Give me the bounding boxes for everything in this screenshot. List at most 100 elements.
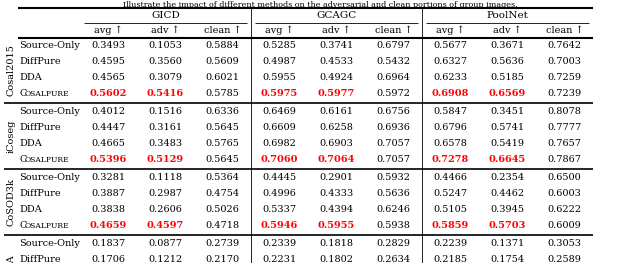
Text: 0.1706: 0.1706 bbox=[92, 255, 125, 263]
Text: 0.3483: 0.3483 bbox=[148, 139, 182, 149]
Text: 0.5955: 0.5955 bbox=[262, 73, 296, 83]
Text: 0.3560: 0.3560 bbox=[148, 58, 182, 67]
Text: GICD: GICD bbox=[151, 11, 180, 20]
Text: 0.4445: 0.4445 bbox=[262, 174, 296, 183]
Text: 0.4333: 0.4333 bbox=[319, 190, 354, 199]
Text: 0.5884: 0.5884 bbox=[205, 42, 239, 50]
Text: 0.2901: 0.2901 bbox=[319, 174, 353, 183]
Text: 0.4754: 0.4754 bbox=[205, 190, 239, 199]
Text: 0.5645: 0.5645 bbox=[205, 124, 239, 133]
Text: 0.6246: 0.6246 bbox=[376, 205, 410, 215]
Text: 0.7003: 0.7003 bbox=[547, 58, 582, 67]
Text: 0.7064: 0.7064 bbox=[318, 155, 355, 164]
Text: 0.3451: 0.3451 bbox=[490, 108, 525, 117]
Text: 0.4447: 0.4447 bbox=[92, 124, 125, 133]
Text: OSALPURE: OSALPURE bbox=[24, 90, 69, 98]
Text: 0.5636: 0.5636 bbox=[376, 190, 410, 199]
Text: 0.4996: 0.4996 bbox=[262, 190, 296, 199]
Text: 0.6982: 0.6982 bbox=[262, 139, 296, 149]
Text: DDA: DDA bbox=[19, 205, 42, 215]
Text: 0.3945: 0.3945 bbox=[490, 205, 525, 215]
Text: 0.6009: 0.6009 bbox=[548, 221, 581, 230]
Text: 0.0877: 0.0877 bbox=[148, 240, 182, 249]
Text: 0.6964: 0.6964 bbox=[376, 73, 410, 83]
Text: 0.1818: 0.1818 bbox=[319, 240, 353, 249]
Text: 0.5847: 0.5847 bbox=[433, 108, 467, 117]
Text: 0.5975: 0.5975 bbox=[261, 89, 298, 99]
Text: 0.1754: 0.1754 bbox=[490, 255, 525, 263]
Text: Source-Only: Source-Only bbox=[19, 108, 80, 117]
Text: 0.5026: 0.5026 bbox=[205, 205, 239, 215]
Text: DDA: DDA bbox=[19, 73, 42, 83]
Text: 0.2185: 0.2185 bbox=[433, 255, 467, 263]
Text: OSALPURE: OSALPURE bbox=[24, 156, 69, 164]
Text: 0.5602: 0.5602 bbox=[90, 89, 127, 99]
Text: 0.6936: 0.6936 bbox=[376, 124, 410, 133]
Text: 0.2239: 0.2239 bbox=[433, 240, 468, 249]
Text: 0.4595: 0.4595 bbox=[92, 58, 125, 67]
Text: adv ↑: adv ↑ bbox=[493, 26, 522, 35]
Text: 0.5859: 0.5859 bbox=[432, 221, 469, 230]
Text: 0.6222: 0.6222 bbox=[547, 205, 582, 215]
Text: 0.3887: 0.3887 bbox=[92, 190, 125, 199]
Text: 0.5703: 0.5703 bbox=[489, 221, 526, 230]
Text: 0.2606: 0.2606 bbox=[148, 205, 182, 215]
Text: PoolNet: PoolNet bbox=[486, 11, 529, 20]
Text: 0.6258: 0.6258 bbox=[319, 124, 353, 133]
Text: CoSOD3k: CoSOD3k bbox=[6, 178, 15, 226]
Text: DiffPure: DiffPure bbox=[19, 58, 61, 67]
Text: 0.7278: 0.7278 bbox=[432, 155, 469, 164]
Text: 0.5977: 0.5977 bbox=[318, 89, 355, 99]
Text: clean ↑: clean ↑ bbox=[204, 26, 241, 35]
Text: 0.6003: 0.6003 bbox=[548, 190, 581, 199]
Text: 0.3161: 0.3161 bbox=[148, 124, 182, 133]
Text: clean ↑: clean ↑ bbox=[374, 26, 412, 35]
Text: Source-Only: Source-Only bbox=[19, 240, 80, 249]
Text: 0.5337: 0.5337 bbox=[262, 205, 296, 215]
Text: 0.3053: 0.3053 bbox=[547, 240, 582, 249]
Text: 0.1837: 0.1837 bbox=[92, 240, 125, 249]
Text: 0.5416: 0.5416 bbox=[147, 89, 184, 99]
Text: 0.6908: 0.6908 bbox=[432, 89, 469, 99]
Text: 0.7239: 0.7239 bbox=[547, 89, 582, 99]
Text: 0.6327: 0.6327 bbox=[433, 58, 468, 67]
Text: 0.2354: 0.2354 bbox=[490, 174, 525, 183]
Text: 0.2231: 0.2231 bbox=[262, 255, 296, 263]
Text: DDA: DDA bbox=[19, 139, 42, 149]
Text: Illustrate the impact of different methods on the adversarial and clean portions: Illustrate the impact of different metho… bbox=[123, 1, 517, 9]
Text: 0.2634: 0.2634 bbox=[376, 255, 411, 263]
Text: 0.2829: 0.2829 bbox=[376, 240, 410, 249]
Text: 0.5129: 0.5129 bbox=[147, 155, 184, 164]
Text: 0.4665: 0.4665 bbox=[92, 139, 125, 149]
Text: 0.1371: 0.1371 bbox=[490, 240, 525, 249]
Text: 0.5185: 0.5185 bbox=[491, 73, 524, 83]
Text: DiffPure: DiffPure bbox=[19, 190, 61, 199]
Text: 0.6645: 0.6645 bbox=[489, 155, 526, 164]
Text: 0.5955: 0.5955 bbox=[318, 221, 355, 230]
Text: 0.4533: 0.4533 bbox=[319, 58, 353, 67]
Text: 0.5247: 0.5247 bbox=[433, 190, 468, 199]
Text: 0.3079: 0.3079 bbox=[148, 73, 182, 83]
Text: 0.5364: 0.5364 bbox=[205, 174, 239, 183]
Text: 0.4659: 0.4659 bbox=[90, 221, 127, 230]
Text: C: C bbox=[19, 89, 26, 99]
Text: clean ↑: clean ↑ bbox=[546, 26, 583, 35]
Text: 0.6609: 0.6609 bbox=[262, 124, 296, 133]
Text: 0.5972: 0.5972 bbox=[376, 89, 410, 99]
Text: 0.2987: 0.2987 bbox=[148, 190, 182, 199]
Text: 0.5677: 0.5677 bbox=[433, 42, 467, 50]
Text: Source-Only: Source-Only bbox=[19, 174, 80, 183]
Text: 0.2739: 0.2739 bbox=[205, 240, 239, 249]
Text: 0.1212: 0.1212 bbox=[148, 255, 182, 263]
Text: 0.5285: 0.5285 bbox=[262, 42, 296, 50]
Text: 0.5765: 0.5765 bbox=[205, 139, 239, 149]
Text: iCoseg: iCoseg bbox=[6, 119, 15, 153]
Text: 0.8078: 0.8078 bbox=[548, 108, 581, 117]
Text: 0.4987: 0.4987 bbox=[262, 58, 296, 67]
Text: 0.5741: 0.5741 bbox=[490, 124, 525, 133]
Text: 0.7867: 0.7867 bbox=[547, 155, 582, 164]
Text: 0.7777: 0.7777 bbox=[547, 124, 582, 133]
Text: Source-Only: Source-Only bbox=[19, 42, 80, 50]
Text: 0.1516: 0.1516 bbox=[148, 108, 182, 117]
Text: CoCA: CoCA bbox=[6, 254, 15, 263]
